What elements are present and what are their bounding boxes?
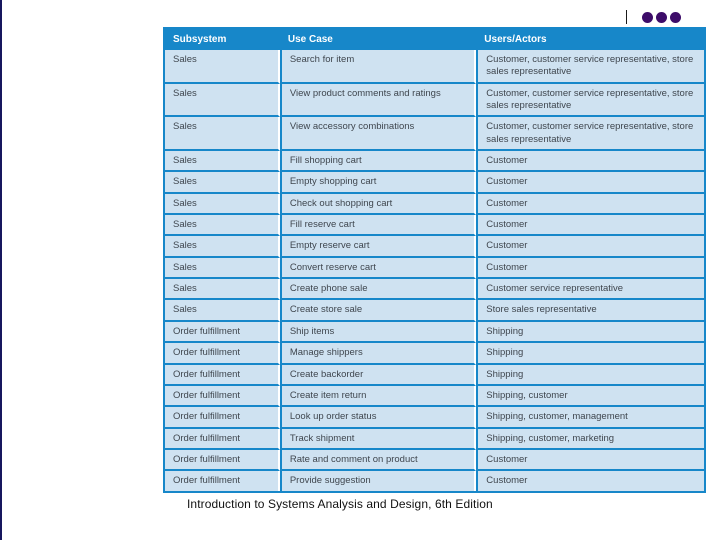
cell-use-case: Create item return <box>279 385 477 408</box>
cell-use-case: View product comments and ratings <box>279 83 477 118</box>
cell-subsystem: Sales <box>165 151 280 173</box>
cell-use-case: Create phone sale <box>279 279 477 301</box>
cell-users-actors: Customer <box>476 236 704 258</box>
cell-users-actors: Shipping, customer, marketing <box>476 428 704 450</box>
cell-subsystem: Sales <box>165 215 280 237</box>
cell-users-actors: Shipping, customer <box>476 385 704 408</box>
cell-subsystem: Sales <box>165 236 280 258</box>
dot-icon <box>656 11 667 23</box>
cell-use-case: Rate and comment on product <box>279 449 477 472</box>
table-row: Sales Create store sale Store sales repr… <box>165 300 704 322</box>
cell-subsystem: Sales <box>165 172 280 194</box>
table-row: Sales View product comments and ratings … <box>165 83 704 118</box>
table-row: Sales Empty shopping cart Customer <box>165 172 704 194</box>
col-header-users-actors: Users/Actors <box>476 29 704 50</box>
cell-users-actors: Shipping, customer, management <box>476 407 704 429</box>
use-case-table: Subsystem Use Case Users/Actors Sales Se… <box>163 27 706 493</box>
table-row: Sales View accessory combinations Custom… <box>165 117 704 152</box>
table-row: Order fulfillment Rate and comment on pr… <box>165 449 704 472</box>
cell-users-actors: Customer <box>476 257 704 280</box>
cell-users-actors: Customer <box>476 193 704 216</box>
table-row: Order fulfillment Look up order status S… <box>165 407 704 429</box>
cell-subsystem: Order fulfillment <box>165 364 280 386</box>
cell-use-case: Look up order status <box>279 407 477 429</box>
table-row: Sales Convert reserve cart Customer <box>165 257 704 280</box>
table-row: Order fulfillment Create backorder Shipp… <box>165 364 704 386</box>
table-row: Order fulfillment Provide suggestion Cus… <box>165 471 704 491</box>
divider-bar-icon <box>626 10 627 24</box>
table-row: Sales Fill shopping cart Customer <box>165 151 704 173</box>
cell-use-case: Fill reserve cart <box>279 215 477 237</box>
cell-use-case: Convert reserve cart <box>279 257 477 280</box>
table-row: Sales Create phone sale Customer service… <box>165 279 704 301</box>
slide-header-decoration <box>626 9 681 25</box>
cell-use-case: Create store sale <box>279 300 477 322</box>
cell-subsystem: Sales <box>165 117 280 152</box>
table-row: Order fulfillment Ship items Shipping <box>165 321 704 344</box>
cell-subsystem: Order fulfillment <box>165 321 280 344</box>
cell-users-actors: Shipping <box>476 364 704 386</box>
cell-use-case: Track shipment <box>279 428 477 450</box>
cell-subsystem: Order fulfillment <box>165 471 280 491</box>
col-header-use-case: Use Case <box>279 29 477 50</box>
cell-use-case: Search for item <box>279 50 477 84</box>
cell-subsystem: Sales <box>165 300 280 322</box>
cell-users-actors: Customer <box>476 151 704 173</box>
table-row: Order fulfillment Create item return Shi… <box>165 385 704 408</box>
cell-use-case: Empty reserve cart <box>279 236 477 258</box>
cell-subsystem: Order fulfillment <box>165 428 280 450</box>
cell-subsystem: Order fulfillment <box>165 385 280 408</box>
cell-use-case: View accessory combinations <box>279 117 477 152</box>
cell-users-actors: Customer, customer service representativ… <box>476 83 704 118</box>
table-row: Sales Empty reserve cart Customer <box>165 236 704 258</box>
table-row: Sales Fill reserve cart Customer <box>165 215 704 237</box>
cell-subsystem: Sales <box>165 193 280 216</box>
table-row: Order fulfillment Manage shippers Shippi… <box>165 343 704 365</box>
cell-users-actors: Customer service representative <box>476 279 704 301</box>
cell-users-actors: Customer <box>476 471 704 491</box>
dot-icon <box>642 11 653 23</box>
left-edge-line <box>0 0 2 540</box>
bullet-dots <box>642 11 681 23</box>
cell-users-actors: Store sales representative <box>476 300 704 322</box>
table-row: Order fulfillment Track shipment Shippin… <box>165 428 704 450</box>
cell-subsystem: Order fulfillment <box>165 343 280 365</box>
cell-users-actors: Customer <box>476 449 704 472</box>
cell-users-actors: Shipping <box>476 343 704 365</box>
table-header: Subsystem Use Case Users/Actors <box>165 29 704 50</box>
cell-users-actors: Customer, customer service representativ… <box>476 117 704 152</box>
cell-subsystem: Order fulfillment <box>165 449 280 472</box>
cell-use-case: Ship items <box>279 321 477 344</box>
cell-subsystem: Sales <box>165 50 280 84</box>
cell-users-actors: Customer, customer service representativ… <box>476 50 704 84</box>
cell-users-actors: Customer <box>476 172 704 194</box>
dot-icon <box>670 11 681 23</box>
cell-subsystem: Order fulfillment <box>165 407 280 429</box>
cell-subsystem: Sales <box>165 279 280 301</box>
cell-users-actors: Shipping <box>476 321 704 344</box>
slide-caption: Introduction to Systems Analysis and Des… <box>187 497 493 511</box>
table-body: Sales Search for item Customer, customer… <box>165 50 704 491</box>
cell-users-actors: Customer <box>476 215 704 237</box>
col-header-subsystem: Subsystem <box>165 29 280 50</box>
cell-use-case: Fill shopping cart <box>279 151 477 173</box>
cell-use-case: Empty shopping cart <box>279 172 477 194</box>
table-row: Sales Search for item Customer, customer… <box>165 50 704 84</box>
table-row: Sales Check out shopping cart Customer <box>165 193 704 216</box>
cell-subsystem: Sales <box>165 83 280 118</box>
cell-use-case: Manage shippers <box>279 343 477 365</box>
cell-use-case: Create backorder <box>279 364 477 386</box>
cell-use-case: Check out shopping cart <box>279 193 477 216</box>
cell-use-case: Provide suggestion <box>279 471 477 491</box>
header-row: Subsystem Use Case Users/Actors <box>165 29 704 50</box>
cell-subsystem: Sales <box>165 257 280 280</box>
